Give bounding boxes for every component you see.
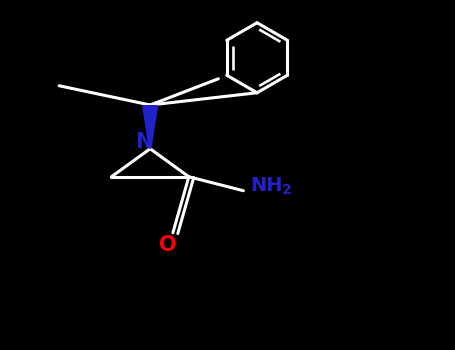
Text: N: N	[135, 132, 152, 152]
Text: O: O	[159, 235, 176, 255]
Text: 2: 2	[282, 183, 292, 197]
Polygon shape	[142, 105, 158, 149]
Text: NH: NH	[250, 176, 283, 195]
